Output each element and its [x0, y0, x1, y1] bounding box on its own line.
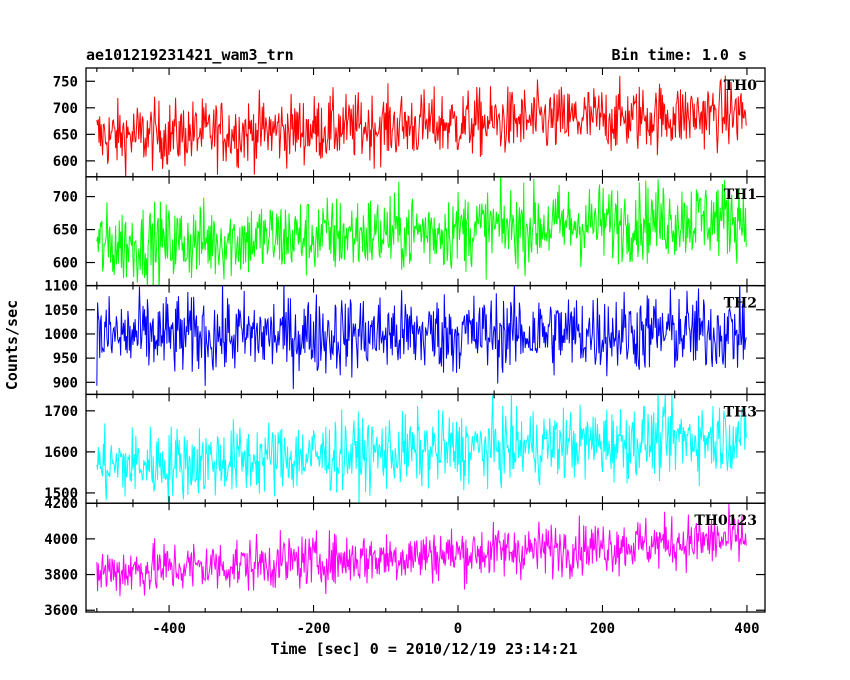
y-tick-label: 3800 — [44, 568, 78, 584]
y-tick-label: 1050 — [44, 303, 78, 319]
x-tick-label: 400 — [734, 621, 759, 637]
panel-label-th2: TH2 — [724, 296, 757, 312]
panel-frame — [85, 502, 766, 613]
x-tick-label: 0 — [454, 621, 462, 637]
chart-title-left: ae101219231421_wam3_trn — [86, 46, 294, 64]
y-tick-label: 600 — [53, 154, 78, 170]
series-th1 — [96, 176, 747, 286]
series-th3 — [96, 394, 747, 504]
y-tick-label: 650 — [53, 223, 78, 239]
x-tick-label: -200 — [297, 621, 331, 637]
y-tick-label: 1100 — [44, 279, 78, 295]
y-tick-label: 950 — [53, 351, 78, 367]
x-tick-label: 200 — [590, 621, 615, 637]
panels-group: 600 650 700 750 TH0 600 650 700 TH1 900 950 1000 105… — [44, 67, 766, 637]
series-th0 — [96, 75, 747, 177]
x-axis-label: Time [sec] 0 = 2010/12/19 23:14:21 — [270, 640, 577, 658]
panel-label-th0: TH0 — [724, 78, 758, 94]
y-tick-label: 4000 — [44, 532, 78, 548]
y-tick-label: 600 — [53, 256, 78, 272]
y-tick-label: 4200 — [44, 496, 78, 512]
y-tick-label: 750 — [53, 74, 78, 90]
y-tick-label: 3600 — [44, 603, 78, 619]
series-th2 — [96, 285, 747, 390]
y-tick-label: 1700 — [44, 404, 78, 420]
series-th0123 — [96, 503, 747, 597]
panel-label-th1: TH1 — [724, 187, 757, 203]
y-tick-label: 900 — [53, 375, 78, 391]
y-tick-label: 1000 — [44, 327, 78, 343]
y-tick-label: 1500 — [44, 486, 78, 502]
y-tick-label: 700 — [53, 190, 78, 206]
chart-title-right: Bin time: 1.0 s — [612, 46, 747, 64]
y-tick-label: 1600 — [44, 445, 78, 461]
panel-label-th3: TH3 — [724, 404, 757, 420]
x-tick-label: -400 — [152, 621, 186, 637]
y-tick-label: 700 — [53, 101, 78, 117]
panel-label-th0123: TH0123 — [694, 513, 757, 529]
y-tick-label: 650 — [53, 127, 78, 143]
y-axis-label: Counts/sec — [3, 300, 21, 390]
